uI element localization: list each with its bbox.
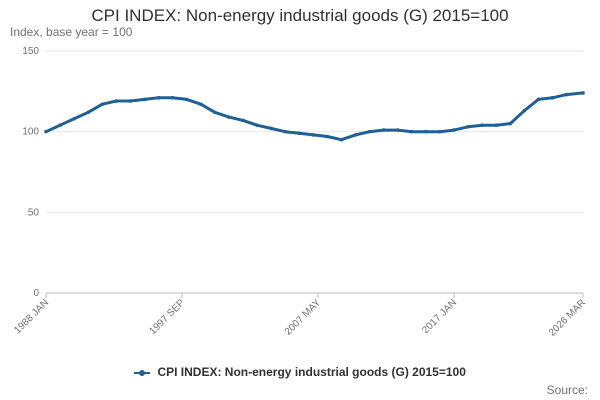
data-point[interactable] [325,134,330,139]
data-point[interactable] [86,110,91,115]
data-point[interactable] [58,123,62,128]
data-point[interactable] [213,110,217,115]
data-point[interactable] [381,128,386,132]
data-point[interactable] [156,95,161,100]
data-point[interactable] [100,102,105,107]
data-point[interactable] [395,128,400,132]
data-point[interactable] [128,99,133,103]
data-point[interactable] [269,126,273,131]
data-point[interactable] [494,123,498,128]
data-point[interactable] [508,121,513,126]
series-layer [44,91,585,142]
legend-label: CPI INDEX: Non-energy industrial goods (… [157,365,466,379]
data-point[interactable] [72,116,76,121]
data-point[interactable] [409,129,414,134]
data-point[interactable] [480,123,484,128]
data-point[interactable] [367,129,372,134]
data-point[interactable] [297,131,302,136]
data-point[interactable] [438,129,442,134]
x-tick-label: 2017 JAN [420,297,459,336]
data-point[interactable] [241,118,245,123]
data-point[interactable] [184,97,189,102]
x-tick-label: 2026 MAR [547,297,588,338]
chart-title: CPI INDEX: Non-energy industrial goods (… [91,6,509,25]
y-axis-label: Index, base year = 100 [10,25,133,39]
legend-line-marker [134,369,151,376]
data-point[interactable] [283,129,287,134]
y-tick-label: 0 [33,288,39,299]
data-point[interactable] [424,129,428,134]
y-tick-label: 150 [22,46,39,57]
series-line [44,91,585,142]
data-point[interactable] [311,133,316,137]
data-point[interactable] [452,128,456,132]
x-tick-label: 2007 MAY [283,297,324,338]
data-point[interactable] [581,91,585,95]
data-point[interactable] [44,129,48,134]
data-point[interactable] [255,123,259,128]
y-tick-labels: 0 50 100 150 [22,46,39,299]
data-point[interactable] [550,95,555,100]
data-point[interactable] [170,95,175,100]
source-label: Source: [546,383,588,397]
data-point[interactable] [466,125,470,129]
data-point[interactable] [227,115,231,119]
x-tick-labels: 1988 JAN 1997 SEP 2007 MAY 2017 JAN 2026 MAR [12,297,588,338]
y-tick-label: 100 [22,127,39,138]
data-point[interactable] [536,97,541,102]
data-point[interactable] [114,99,119,103]
data-point[interactable] [339,137,344,142]
data-point[interactable] [564,92,569,97]
y-tick-label: 50 [28,207,40,218]
x-tick-label: 1988 JAN [12,297,51,336]
data-point[interactable] [353,133,358,137]
legend[interactable]: CPI INDEX: Non-energy industrial goods (… [0,365,600,379]
data-point[interactable] [142,97,147,102]
gridlines [46,50,583,294]
data-point[interactable] [198,102,203,107]
x-tick-label: 1997 SEP [148,297,188,337]
data-point[interactable] [522,108,527,113]
x-axis [45,292,584,298]
